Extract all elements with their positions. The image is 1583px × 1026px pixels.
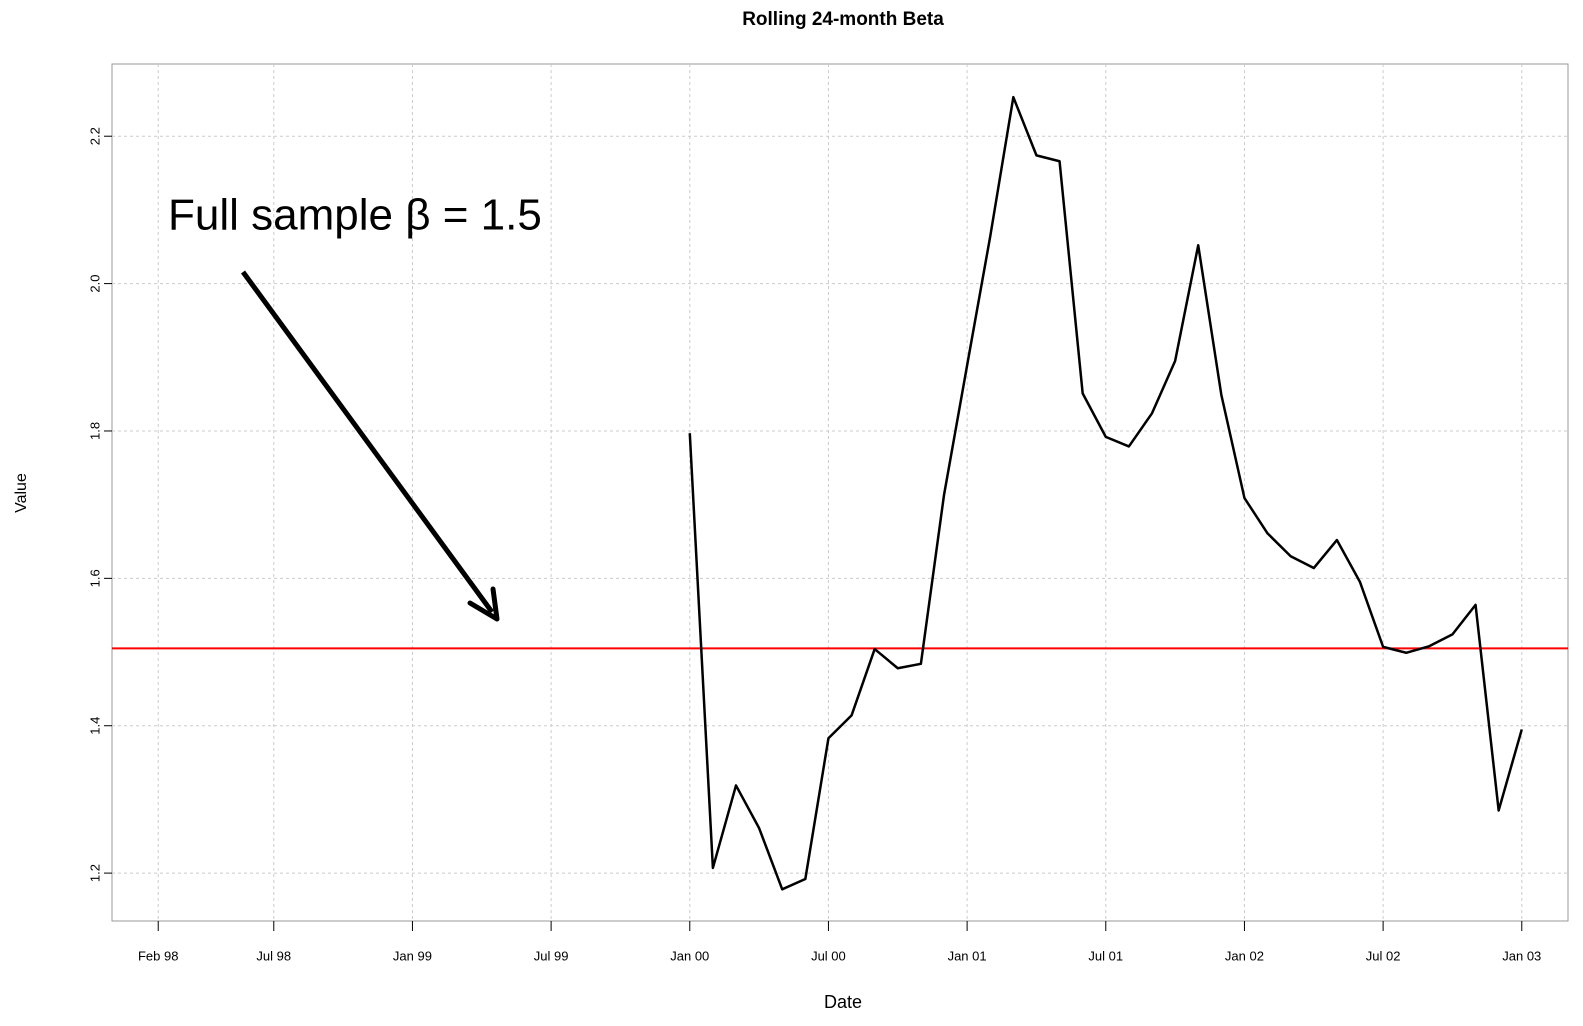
x-tick-label: Jul 02 [1366, 948, 1401, 963]
x-tick-label: Jan 03 [1502, 948, 1541, 963]
x-tick-label: Jul 01 [1088, 948, 1123, 963]
x-tick-label: Jan 01 [948, 948, 987, 963]
chart-title: Rolling 24-month Beta [742, 9, 944, 30]
annotation: Full sample β = 1.5 [168, 191, 542, 240]
plot-frame [111, 63, 1569, 922]
annotation-arrow [240, 270, 495, 614]
y-tick-label: 2.0 [87, 275, 102, 293]
y-tick-label: 2.2 [87, 127, 102, 145]
x-tick-label: Jan 02 [1225, 948, 1264, 963]
y-tick-label: 1.8 [87, 422, 102, 440]
arrow-head [467, 586, 500, 622]
data-line [688, 95, 1523, 891]
y-tick-label: 1.2 [87, 864, 102, 882]
y-tick-label: 1.4 [87, 717, 102, 735]
x-tick-label: Feb 98 [138, 948, 178, 963]
x-tick-label: Jan 99 [393, 948, 432, 963]
x-tick-label: Jul 99 [534, 948, 569, 963]
x-tick-label: Jul 98 [256, 948, 291, 963]
x-axis-label: Date [824, 992, 862, 1012]
x-tick-label: Jul 00 [811, 948, 846, 963]
y-axis-label: Value [13, 473, 30, 513]
y-tick-label: 1.6 [87, 569, 102, 587]
x-tick-label: Jan 00 [670, 948, 709, 963]
